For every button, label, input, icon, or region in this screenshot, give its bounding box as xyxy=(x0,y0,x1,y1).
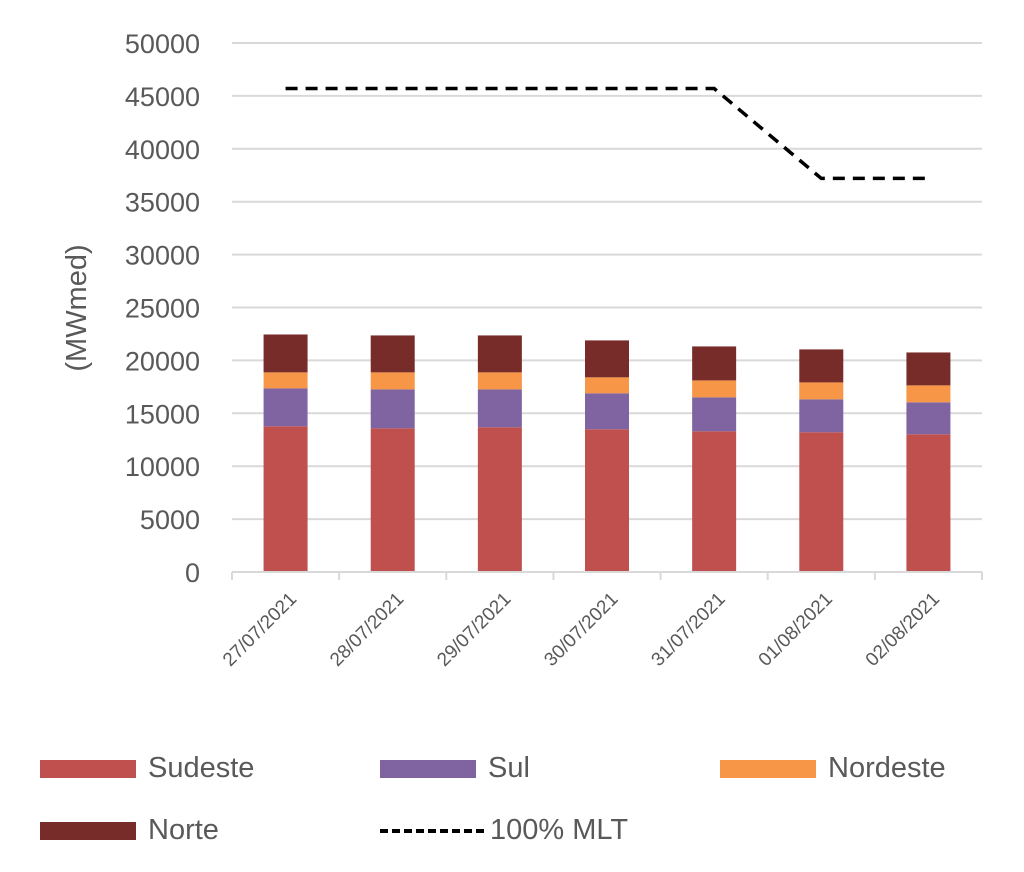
y-tick-label: 5000 xyxy=(140,505,200,535)
bar-segment-sudeste xyxy=(585,429,629,572)
legend-label: Norte xyxy=(148,814,219,846)
bar-segment-sudeste xyxy=(263,426,308,572)
bar-segment-sudeste xyxy=(692,431,737,572)
bar-segment-nordeste xyxy=(906,385,951,403)
bar-segment-norte xyxy=(692,346,737,381)
bar-segment-sudeste xyxy=(799,432,844,572)
x-tick-label: 30/07/2021 xyxy=(540,589,622,671)
bar-segment-norte xyxy=(799,349,844,383)
legend-label: Nordeste xyxy=(828,752,946,784)
bar-segment-norte xyxy=(370,335,415,373)
y-tick-label: 15000 xyxy=(125,399,200,429)
bar-segment-sul xyxy=(263,388,308,427)
legend-label: 100% MLT xyxy=(490,814,629,846)
y-tick-label: 35000 xyxy=(125,188,200,218)
x-tick-label: 01/08/2021 xyxy=(755,589,837,671)
bar-segment-sul xyxy=(585,393,629,430)
y-tick-label: 25000 xyxy=(125,294,200,324)
bar-segment-norte xyxy=(477,335,522,373)
bar-segment-sul xyxy=(906,402,951,435)
mlt-line xyxy=(285,86,929,181)
legend-mlt: 100% MLT xyxy=(380,814,628,847)
legend-swatch-sudeste xyxy=(40,759,136,778)
legend-label: Sudeste xyxy=(148,752,255,784)
legend-swatch-sul xyxy=(380,759,476,778)
bar-segment-sul xyxy=(799,399,844,433)
x-tick-label: 28/07/2021 xyxy=(326,589,408,671)
bar-segment-norte xyxy=(585,340,629,378)
bar-segment-sudeste xyxy=(906,434,951,572)
legend-sudeste: Sudeste xyxy=(40,752,254,785)
legend-sul: Sul xyxy=(380,752,530,785)
legend-norte: Norte xyxy=(40,814,219,847)
x-tick-label: 31/07/2021 xyxy=(648,589,730,671)
y-tick-label: 40000 xyxy=(125,135,200,165)
bar-segment-nordeste xyxy=(370,372,415,390)
legend-swatch-nordeste xyxy=(720,759,816,778)
y-tick-label: 50000 xyxy=(125,29,200,59)
legend-swatch-mlt xyxy=(380,828,484,833)
y-tick-label: 20000 xyxy=(125,346,200,376)
legend-nordeste: Nordeste xyxy=(720,752,946,785)
bar-segment-sul xyxy=(370,389,415,429)
x-tick-label: 02/08/2021 xyxy=(862,589,944,671)
bar-segment-norte xyxy=(263,334,308,373)
bar-segment-nordeste xyxy=(477,372,522,390)
x-tick-label: 27/07/2021 xyxy=(219,589,301,671)
legend-label: Sul xyxy=(488,752,530,784)
bar-segment-nordeste xyxy=(799,382,844,400)
y-tick-label: 10000 xyxy=(125,452,200,482)
legend-swatch-norte xyxy=(40,821,136,840)
y-axis-label: (MWmed) xyxy=(61,244,93,371)
bar-segment-sul xyxy=(692,397,737,432)
y-tick-label: 30000 xyxy=(125,241,200,271)
bar-segment-nordeste xyxy=(692,380,737,398)
bar-segment-sudeste xyxy=(370,428,415,572)
bar-segment-nordeste xyxy=(585,377,629,394)
bar-segment-sudeste xyxy=(477,427,522,572)
y-tick-label: 45000 xyxy=(125,82,200,112)
bar-segment-norte xyxy=(906,352,951,386)
x-tick-label: 29/07/2021 xyxy=(433,589,515,671)
bar-segment-nordeste xyxy=(263,372,308,389)
y-tick-label: 0 xyxy=(185,558,200,588)
bar-segment-sul xyxy=(477,389,522,428)
